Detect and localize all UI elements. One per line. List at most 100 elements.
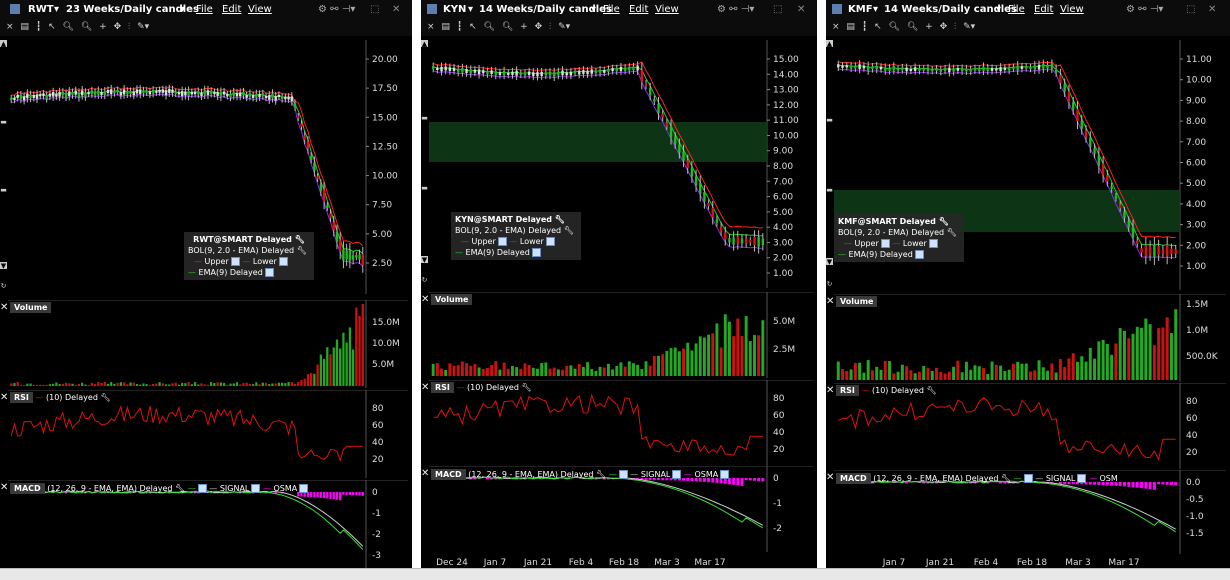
menu-edit[interactable]: Edit	[629, 4, 649, 15]
candles-icon[interactable]: ┇	[456, 22, 463, 32]
side-handle-top[interactable]: ▲	[0, 40, 7, 48]
close-icon[interactable]: ✕	[0, 392, 9, 403]
side-handle[interactable]: ▬	[0, 118, 7, 126]
signal-checkbox[interactable]	[672, 470, 682, 479]
menu-edit[interactable]: Edit	[1034, 4, 1054, 15]
wrench-icon[interactable]: 🔧︎	[554, 215, 565, 224]
upper-checkbox[interactable]	[880, 239, 890, 248]
side-handle[interactable]: ▬	[421, 184, 428, 192]
zoom-in-icon[interactable]: 🔍︎	[483, 22, 495, 32]
close-icon[interactable]: ✕	[1208, 4, 1217, 15]
cursor-icon[interactable]: ↖	[469, 22, 477, 32]
side-handle[interactable]: ▬	[421, 114, 428, 122]
crosshair-icon[interactable]: +	[520, 22, 528, 32]
crosshair-icon[interactable]: +	[925, 22, 933, 32]
bar-chart-icon[interactable]: ▤	[20, 22, 29, 32]
period-selector[interactable]: 14 Weeks/Daily candles	[884, 4, 1017, 15]
close-icon[interactable]: ✕	[797, 4, 806, 15]
move-icon[interactable]: ✥	[534, 22, 543, 32]
link-icon[interactable]: ⚙ ⚯ ⊣▾	[318, 4, 356, 15]
wrench-icon[interactable]: 🔧︎	[926, 386, 937, 395]
bar-chart-icon[interactable]: ▤	[846, 22, 855, 32]
close-icon[interactable]: ✕	[826, 385, 835, 396]
ema-checkbox[interactable]	[914, 250, 924, 259]
osma-checkbox[interactable]	[720, 470, 730, 479]
price-pane[interactable]: 15.00 14.00 13.00 12.00 11.00 10.00 9.00 8.00 7.…	[429, 40, 813, 288]
close-icon[interactable]: ✕	[826, 472, 835, 483]
price-pane[interactable]: 11.00 10.00 9.00 8.00 7.00 6.00 5.00 4.00 3.00 2.…	[834, 40, 1226, 290]
symbol-selector[interactable]: KYN	[443, 4, 467, 15]
menu-file[interactable]: File	[603, 4, 620, 15]
side-handle[interactable]: ▬	[826, 116, 833, 124]
side-handle[interactable]: ▬	[0, 186, 7, 194]
cursor-icon[interactable]: ↖	[874, 22, 882, 32]
wrench-icon[interactable]: 🔧︎	[563, 226, 574, 235]
zoom-out-icon[interactable]: 🔍︎	[501, 22, 514, 32]
rsi-pane[interactable]: 80 60 40 20	[8, 390, 408, 478]
indicator-icon[interactable]: ⫶	[128, 22, 131, 32]
volume-pane[interactable]: 1.5M 1.0M 500.0K	[834, 294, 1226, 382]
symbol-selector[interactable]: KMF	[848, 4, 873, 15]
bar-chart-icon[interactable]: ▤	[441, 22, 450, 32]
close-icon[interactable]: ✕	[0, 482, 9, 493]
maximize-icon[interactable]: ⬚	[773, 4, 783, 15]
link-icon[interactable]: ⚙ ⚯ ⊣▾	[1126, 4, 1164, 15]
candles-icon[interactable]: ┇	[861, 22, 868, 32]
macd-pane[interactable]: 0 -1 -2	[429, 466, 813, 552]
indicator-icon[interactable]: ⫶	[549, 22, 552, 32]
volume-pane[interactable]: 15.0M 10.0M 5.0M	[8, 300, 408, 388]
wrench-icon[interactable]: 🔧︎	[100, 393, 111, 402]
menu-view[interactable]: View	[248, 4, 272, 15]
ema-checkbox[interactable]	[531, 248, 541, 257]
wrench-icon[interactable]: 🔧︎	[946, 228, 957, 237]
zoom-out-icon[interactable]: 🔍︎	[80, 22, 93, 32]
move-icon[interactable]: ✥	[113, 22, 122, 32]
signal-checkbox[interactable]	[251, 484, 261, 493]
close-icon[interactable]: ✕	[826, 296, 835, 307]
maximize-icon[interactable]: ⬚	[370, 4, 380, 15]
chevron-down-icon[interactable]: ▾	[468, 4, 474, 15]
side-handle-bottom[interactable]: ▼	[0, 262, 7, 270]
link-icon[interactable]: ⚙ ⚯ ⊣▾	[717, 4, 755, 15]
ema-checkbox[interactable]	[264, 268, 274, 277]
draw-icon[interactable]: ✎▾	[963, 22, 976, 32]
symbol-selector[interactable]: RWT	[28, 4, 54, 15]
macd-checkbox[interactable]	[618, 470, 628, 479]
zoom-in-icon[interactable]: 🔍︎	[62, 22, 74, 32]
rsi-pane[interactable]: 80 60 40 20	[429, 380, 813, 466]
side-handle-bottom[interactable]: ▼	[421, 256, 428, 264]
close-icon[interactable]: ×	[6, 22, 14, 32]
crosshair-icon[interactable]: +	[99, 22, 107, 32]
period-selector[interactable]: 23 Weeks/Daily candles	[66, 4, 199, 15]
lower-checkbox[interactable]	[545, 237, 555, 246]
wrench-icon[interactable]: 🔧︎	[296, 246, 307, 255]
side-handle-bottom[interactable]: ▼	[826, 258, 833, 266]
macd-pane[interactable]: 0 -1 -2 -3	[8, 480, 408, 568]
macd-pane[interactable]: 0.0 -0.5 -1.0 -1.5	[834, 470, 1226, 554]
move-icon[interactable]: ✥	[939, 22, 948, 32]
reset-icon[interactable]: ↻	[0, 282, 7, 290]
close-icon[interactable]: ✕	[392, 4, 401, 15]
upper-checkbox[interactable]	[230, 257, 240, 266]
draw-icon[interactable]: ✎▾	[558, 22, 571, 32]
rsi-pane[interactable]: 80 60 40 20	[834, 383, 1226, 469]
close-icon[interactable]: ✕	[421, 294, 430, 305]
maximize-icon[interactable]: ⬚	[1186, 4, 1196, 15]
lower-checkbox[interactable]	[278, 257, 288, 266]
wrench-icon[interactable]: 🔧︎	[294, 235, 305, 244]
wrench-icon[interactable]: 🔧︎	[521, 383, 532, 392]
wrench-icon[interactable]: 🔧︎	[596, 470, 607, 479]
close-icon[interactable]: ✕	[0, 302, 9, 313]
menu-file[interactable]: File	[196, 4, 213, 15]
close-icon[interactable]: ✕	[421, 382, 430, 393]
draw-icon[interactable]: ✎▾	[137, 22, 150, 32]
macd-checkbox[interactable]	[197, 484, 207, 493]
volume-pane[interactable]: 5.0M 2.5M	[429, 292, 813, 378]
wrench-icon[interactable]: 🔧︎	[175, 484, 186, 493]
period-selector[interactable]: 14 Weeks/Daily candles	[479, 4, 612, 15]
lower-checkbox[interactable]	[928, 239, 938, 248]
close-icon[interactable]: ×	[832, 22, 840, 32]
signal-checkbox[interactable]	[1077, 474, 1087, 483]
upper-checkbox[interactable]	[497, 237, 507, 246]
indicator-icon[interactable]: ⫶	[954, 22, 957, 32]
